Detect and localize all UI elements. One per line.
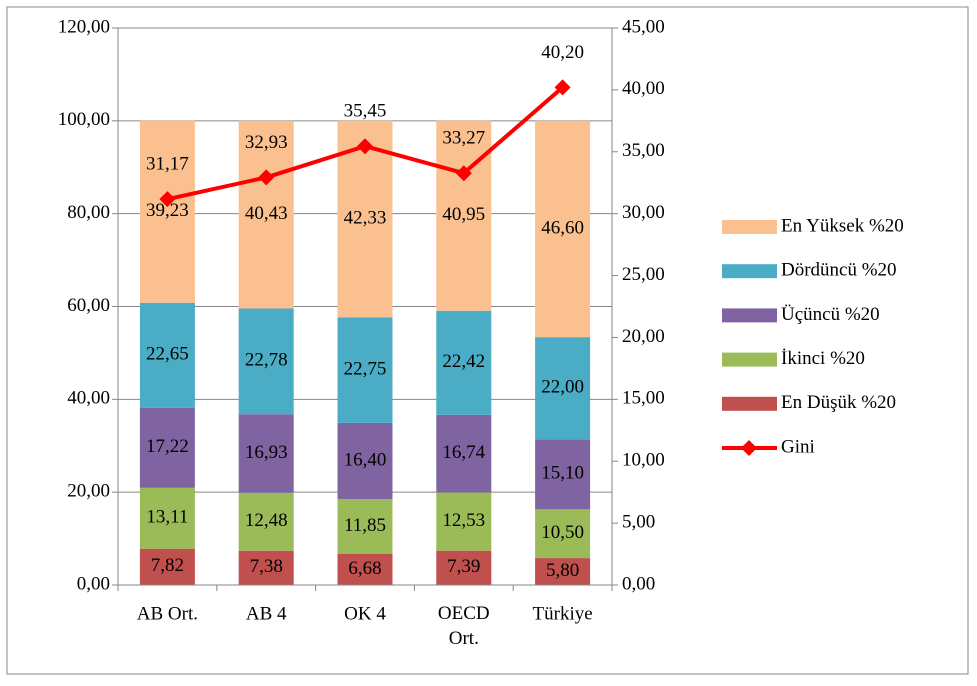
legend-label: En Düşük %20 [781, 392, 896, 413]
y-tick-label: 0,00 [77, 573, 110, 594]
legend-label: Dördüncü %20 [781, 260, 897, 281]
bar-segment [436, 414, 492, 493]
bar-segment [535, 337, 591, 440]
data-label: 10,50 [541, 522, 584, 543]
data-label: 7,38 [250, 556, 283, 577]
bar-segment [436, 492, 492, 551]
y-tick-label: 80,00 [67, 202, 110, 223]
bar-segment [139, 487, 195, 549]
data-label: 42,33 [344, 207, 387, 228]
y-tick-label: 100,00 [58, 109, 110, 130]
y2-tick-label: 35,00 [622, 140, 665, 161]
y2-tick-label: 5,00 [622, 511, 655, 532]
data-label: 31,17 [146, 154, 189, 175]
data-label: 11,85 [344, 515, 386, 536]
line-marker [455, 165, 472, 182]
bar-segment [139, 120, 195, 303]
data-label: 22,42 [442, 351, 485, 372]
bar-segment [238, 550, 294, 585]
data-label: 16,93 [245, 442, 288, 463]
bar-segment [139, 302, 195, 408]
y2-tick-label: 25,00 [622, 264, 665, 285]
legend-swatch [722, 308, 777, 323]
bar-segment [436, 120, 492, 311]
bar-segment [535, 509, 591, 559]
data-label: 33,27 [442, 128, 485, 149]
y2-tick-label: 30,00 [622, 202, 665, 223]
bar-segment [238, 308, 294, 415]
x-tick-label: AB Ort. [137, 603, 198, 624]
data-label: 40,20 [541, 42, 584, 63]
line-marker [554, 79, 571, 96]
data-label: 7,82 [151, 555, 184, 576]
bar-segment [238, 492, 294, 551]
bar-segment [535, 120, 591, 338]
data-label: 40,43 [245, 203, 288, 224]
bar-segment [238, 120, 294, 309]
y2-tick-label: 40,00 [622, 78, 665, 99]
x-tick-label: OECD Ort. [438, 603, 490, 649]
bar-segment [337, 553, 393, 585]
legend-swatch [722, 352, 777, 367]
y2-tick-label: 10,00 [622, 450, 665, 471]
y2-tick-label: 20,00 [622, 326, 665, 347]
data-label: 15,10 [541, 463, 584, 484]
y-tick-label: 40,00 [67, 388, 110, 409]
bar-segment [337, 498, 393, 554]
legend-marker [741, 440, 757, 456]
bar-segment [337, 317, 393, 423]
data-label: 46,60 [541, 217, 584, 238]
y2-tick-label: 0,00 [622, 573, 655, 594]
data-label: 7,39 [447, 556, 480, 577]
line-marker [357, 138, 373, 155]
bar-segment [139, 548, 195, 585]
legend-swatch [722, 220, 777, 234]
bar-segment [436, 550, 492, 585]
data-label: 17,22 [146, 436, 189, 457]
legend-label: Üçüncü %20 [781, 304, 880, 325]
data-label: 35,45 [344, 101, 387, 122]
data-label: 22,65 [146, 344, 189, 365]
y-tick-label: 20,00 [67, 481, 110, 502]
bar-segment [238, 414, 294, 493]
y2-tick-label: 45,00 [622, 16, 665, 37]
x-tick-label: AB 4 [246, 603, 287, 624]
bar-segment [139, 407, 195, 488]
data-label: 40,95 [442, 204, 485, 225]
legend-swatch [722, 264, 777, 279]
y-tick-label: 60,00 [67, 295, 110, 316]
data-label: 6,68 [348, 558, 381, 579]
data-label: 32,93 [245, 132, 288, 153]
data-label: 39,23 [146, 200, 189, 221]
y-tick-label: 120,00 [58, 16, 110, 37]
line-marker [159, 191, 176, 208]
y2-tick-label: 15,00 [622, 388, 665, 409]
data-label: 12,53 [442, 510, 485, 531]
data-label: 12,48 [245, 510, 288, 531]
legend-label: İkinci %20 [781, 348, 865, 369]
bar-segment [337, 422, 393, 499]
line-marker [258, 169, 275, 186]
data-label: 22,00 [541, 377, 584, 398]
legend-label: En Yüksek %20 [781, 215, 904, 236]
data-label: 5,80 [546, 560, 579, 581]
data-label: 22,75 [344, 358, 387, 379]
x-tick-label: Türkiye [533, 603, 593, 624]
bar-segment [436, 310, 492, 415]
data-label: 16,74 [442, 442, 485, 463]
legend-swatch [722, 396, 777, 411]
legend-label: Gini [781, 436, 815, 457]
x-tick-label: OK 4 [344, 603, 386, 624]
data-label: 16,40 [344, 449, 387, 470]
data-label: 13,11 [146, 507, 188, 528]
data-label: 22,78 [245, 350, 288, 371]
bar-segment [535, 439, 591, 510]
bar-segment [535, 558, 591, 585]
